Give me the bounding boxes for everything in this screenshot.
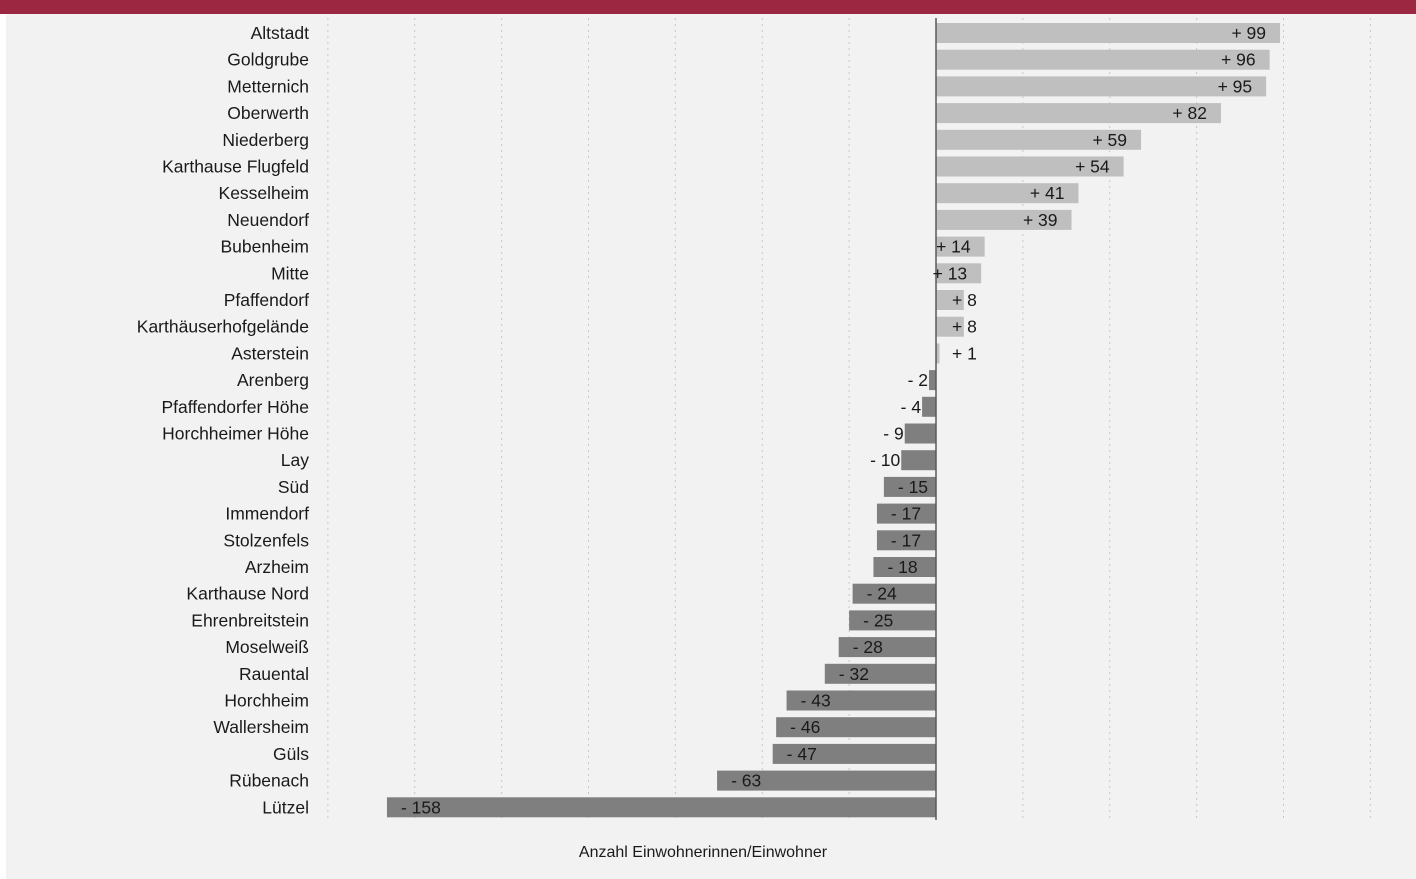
value-label: + 39	[1023, 210, 1058, 230]
bar	[786, 690, 936, 711]
category-label: Bubenheim	[220, 237, 309, 257]
value-label: + 14	[936, 237, 971, 257]
value-label: - 47	[787, 744, 817, 764]
bar	[386, 797, 936, 818]
category-label: Oberwerth	[227, 103, 309, 123]
category-label: Süd	[278, 477, 309, 497]
category-label: Lützel	[262, 797, 309, 817]
bar	[876, 503, 936, 524]
category-labels: Altstadt Goldgrube Metternich Oberwerth Nied…	[137, 23, 309, 817]
value-label: - 18	[887, 557, 917, 577]
category-label: Mitte	[271, 263, 309, 283]
gridlines	[327, 18, 1371, 820]
value-label: - 28	[853, 637, 883, 657]
category-label: Moselweiß	[225, 637, 309, 657]
value-label: + 41	[1030, 183, 1065, 203]
value-label: - 10	[870, 450, 900, 470]
category-label: Niederberg	[222, 130, 309, 150]
category-label: Horchheimer Höhe	[162, 424, 309, 444]
bar	[929, 370, 936, 391]
bar	[904, 423, 936, 444]
bar	[936, 316, 964, 337]
value-label: - 24	[867, 584, 897, 604]
category-label: Pfaffendorfer Höhe	[161, 397, 309, 417]
value-label: - 158	[401, 797, 441, 817]
category-label: Neuendorf	[227, 210, 309, 230]
bar	[772, 743, 936, 764]
value-label: - 15	[898, 477, 928, 497]
value-label: - 63	[731, 771, 761, 791]
value-label: - 17	[891, 530, 921, 550]
value-labels: + 99 + 96 + 95 + 82 + 59 + 54 + 41 + 39 + 14 + 13…	[401, 23, 1266, 817]
bar	[936, 236, 985, 257]
value-label: - 2	[908, 370, 928, 390]
value-label: - 25	[863, 610, 893, 630]
category-label: Karthause Nord	[186, 584, 309, 604]
bar	[717, 770, 936, 791]
category-label: Karthause Flugfeld	[162, 157, 309, 177]
bar	[936, 76, 1267, 97]
category-label: Metternich	[227, 76, 309, 96]
category-label: Arzheim	[245, 557, 309, 577]
bar	[936, 343, 940, 364]
category-label: Immendorf	[225, 504, 309, 524]
bar	[776, 717, 936, 738]
value-label: + 99	[1231, 23, 1266, 43]
bar	[873, 557, 936, 577]
x-axis-title: Anzahl Einwohnerinnen/Einwohner	[579, 844, 828, 861]
value-label: + 8	[952, 290, 977, 310]
value-label: - 9	[883, 424, 903, 444]
category-label: Wallersheim	[213, 717, 309, 737]
bar	[922, 396, 936, 417]
bar	[936, 156, 1124, 177]
chart-panel: Altstadt Goldgrube Metternich Oberwerth Nied…	[6, 14, 1416, 879]
category-label: Ehrenbreitstein	[191, 610, 309, 630]
bar	[936, 23, 1281, 43]
value-label: + 8	[952, 317, 977, 337]
value-label: - 4	[901, 397, 922, 417]
category-label: Horchheim	[224, 691, 309, 711]
bar	[824, 663, 936, 684]
category-label: Arenberg	[237, 370, 309, 390]
value-label: + 59	[1092, 130, 1127, 150]
value-label: + 1	[952, 343, 977, 363]
bar	[936, 129, 1142, 150]
value-label: + 96	[1221, 50, 1256, 70]
value-label: + 82	[1172, 103, 1207, 123]
bars	[386, 23, 1281, 818]
bar	[936, 49, 1270, 70]
category-label: Pfaffendorf	[224, 290, 309, 310]
value-label: - 46	[790, 717, 820, 737]
bar	[936, 263, 982, 284]
bar	[838, 637, 936, 658]
bar	[936, 290, 964, 310]
bar	[936, 183, 1079, 204]
value-label: - 32	[839, 664, 869, 684]
bar	[936, 209, 1072, 230]
bar-chart: Altstadt Goldgrube Metternich Oberwerth Nied…	[137, 18, 1371, 861]
value-label: + 95	[1218, 76, 1253, 96]
bar	[901, 450, 936, 471]
category-label: Lay	[281, 450, 309, 470]
bar	[876, 530, 936, 551]
bar	[852, 583, 936, 604]
category-label: Kesselheim	[219, 183, 309, 203]
bar	[936, 103, 1221, 124]
header-strip	[0, 0, 1416, 14]
value-label: - 43	[801, 691, 831, 711]
category-label: Rübenach	[229, 771, 309, 791]
category-label: Altstadt	[251, 23, 309, 43]
category-label: Karthäuserhofgelände	[137, 317, 309, 337]
category-label: Asterstein	[231, 343, 309, 363]
value-label: + 54	[1075, 157, 1110, 177]
category-label: Rauental	[239, 664, 309, 684]
bar	[883, 476, 936, 497]
bar	[849, 610, 936, 631]
value-label: + 13	[933, 263, 968, 283]
category-label: Stolzenfels	[223, 530, 309, 550]
category-label: Güls	[273, 744, 309, 764]
category-label: Goldgrube	[227, 50, 309, 70]
value-label: - 17	[891, 504, 921, 524]
